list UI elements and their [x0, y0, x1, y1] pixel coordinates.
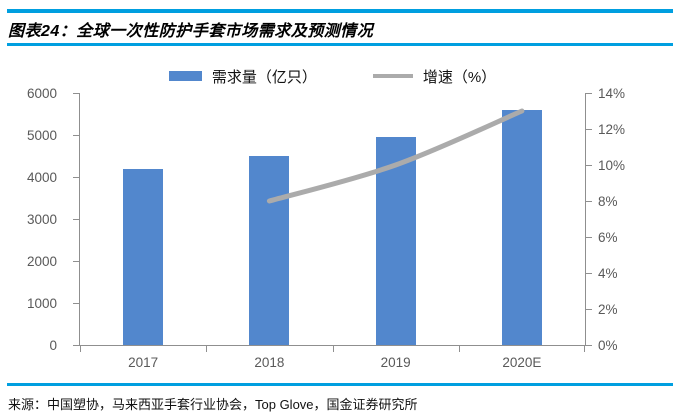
y-axis-label-right: 0% — [598, 338, 618, 353]
y-axis-right — [585, 93, 586, 345]
x-tick — [80, 345, 81, 352]
y-tick-left — [73, 345, 80, 346]
legend-item-growth: 增速（%） — [372, 66, 497, 87]
y-axis-label-left: 0 — [49, 338, 57, 353]
x-tick — [458, 345, 460, 352]
x-axis-label: 2019 — [380, 355, 411, 370]
x-tick — [332, 345, 334, 352]
x-axis-label: 2020E — [502, 355, 542, 370]
x-tick — [584, 345, 585, 352]
demand-bar — [375, 137, 416, 345]
y-tick-right — [585, 237, 592, 238]
demand-bar — [123, 168, 164, 345]
legend-item-demand: 需求量（亿只） — [168, 66, 317, 87]
y-tick-right — [585, 273, 592, 274]
y-tick-left — [73, 219, 80, 220]
y-tick-left — [73, 135, 80, 136]
y-tick-right — [585, 93, 592, 94]
top-rule — [7, 9, 673, 13]
x-tick — [206, 345, 208, 352]
y-axis-label-right: 6% — [598, 230, 618, 245]
y-axis-label-right: 10% — [598, 158, 626, 173]
x-axis-label: 2018 — [254, 355, 285, 370]
bottom-rule — [7, 383, 673, 386]
demand-bar — [249, 156, 290, 345]
y-tick-right — [585, 165, 592, 166]
y-axis-label-right: 14% — [598, 86, 626, 101]
x-axis-label: 2017 — [128, 355, 159, 370]
y-axis-label-left: 6000 — [26, 86, 57, 101]
y-axis-label-left: 2000 — [26, 254, 57, 269]
chart-legend: 需求量（亿只） 增速（%） — [80, 66, 585, 86]
y-axis-label-left: 5000 — [26, 128, 57, 143]
y-axis-label-right: 8% — [598, 194, 618, 209]
y-axis-label-left: 3000 — [26, 212, 57, 227]
source-note: 来源：中国塑协，马来西亚手套行业协会，Top Glove，国金证券研究所 — [8, 397, 418, 412]
y-tick-right — [585, 345, 592, 346]
figure-title: 图表24：全球一次性防护手套市场需求及预测情况 — [8, 23, 374, 40]
y-axis-label-right: 12% — [598, 122, 626, 137]
legend-label-growth: 增速（%） — [422, 68, 497, 86]
demand-bar — [501, 109, 542, 345]
y-tick-left — [73, 93, 80, 94]
y-tick-right — [585, 309, 592, 310]
y-tick-left — [73, 303, 80, 304]
y-axis-label-left: 1000 — [26, 296, 57, 311]
legend-label-demand: 需求量（亿只） — [211, 68, 317, 86]
y-axis-label-left: 4000 — [26, 170, 57, 185]
y-tick-left — [73, 177, 80, 178]
y-tick-right — [585, 129, 592, 130]
y-axis-label-right: 4% — [598, 266, 618, 281]
bar-series-swatch — [168, 71, 202, 81]
y-tick-left — [73, 261, 80, 262]
title-underline-rule — [7, 43, 673, 46]
y-tick-right — [585, 201, 592, 202]
line-series-swatch — [372, 74, 413, 78]
y-axis-label-right: 2% — [598, 302, 618, 317]
